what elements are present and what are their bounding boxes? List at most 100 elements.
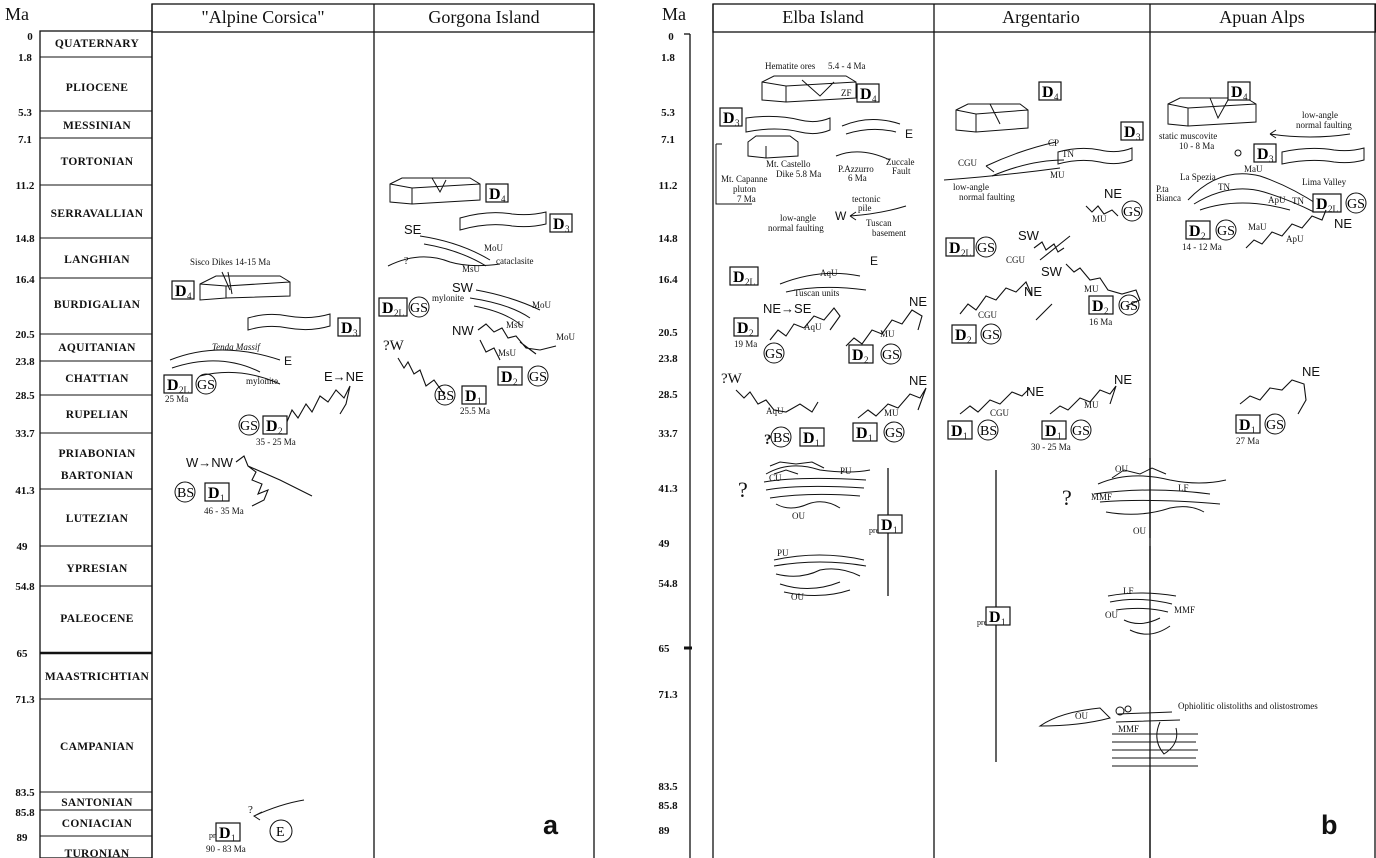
strata-lines: [1107, 592, 1177, 635]
folded-layer: [459, 211, 547, 231]
question-mark: ?: [248, 804, 253, 816]
fault-wiggle: [857, 387, 927, 419]
pred1-box: [215, 822, 241, 842]
fold-lines: [841, 119, 901, 135]
d3-sub: 3: [565, 224, 570, 234]
age-30-25: 30 - 25 Ma: [1031, 442, 1071, 452]
stage-label: PLIOCENE: [66, 82, 128, 94]
direction-w-nw: W→NW: [186, 455, 234, 470]
bs-label: BS: [980, 424, 997, 439]
tectonic-label: tectonic: [852, 194, 881, 204]
tuscan-label: Tuscan: [866, 218, 892, 228]
ou-label: OU: [1133, 526, 1146, 536]
fault-wiggle: [1245, 209, 1327, 249]
d2-sub: 2: [749, 328, 754, 338]
zf-label: ZF: [841, 88, 852, 98]
folded-layer: [1057, 147, 1133, 165]
d3-sub: 3: [1269, 154, 1274, 164]
d1-sub: 1: [963, 431, 968, 441]
d21-box: [1312, 193, 1342, 213]
d21-sub: 2L: [394, 308, 404, 318]
age-14-12: 14 - 12 Ma: [1182, 242, 1222, 252]
msu-label: MsU: [506, 320, 525, 330]
mou-label: MoU: [484, 243, 504, 253]
panel-b: Ma Elba Island Argentario Apuan Alps 0 1…: [658, 3, 1376, 858]
stage-boundaries: [40, 56, 152, 837]
d21-sub: 2L: [745, 277, 755, 287]
direction-ne: NE: [1334, 216, 1352, 231]
age-label: 7.1: [661, 134, 675, 146]
stage-label: LUTEZIAN: [66, 513, 129, 525]
age-label: 7.1: [18, 134, 32, 146]
e-circle: [269, 819, 293, 843]
direction-ne-se: NE→SE: [763, 301, 812, 316]
age-label: 23.8: [15, 356, 35, 368]
ma-header-a: Ma: [5, 4, 29, 24]
d21-label: D: [949, 240, 961, 257]
question-mark: ?: [404, 256, 409, 267]
gs-label: GS: [1266, 418, 1284, 433]
d2-box: [1088, 295, 1114, 315]
age-label: 71.3: [658, 689, 678, 701]
d1-label: D: [803, 430, 815, 447]
gs-circle: [1345, 192, 1367, 214]
d3-sub: 3: [1136, 132, 1141, 142]
d2-label: D: [955, 327, 967, 344]
age-labels-b: 0 1.8 5.3 7.1 11.2 14.8 16.4 20.5 23.8 2…: [658, 31, 678, 837]
direction-w: W: [835, 209, 847, 223]
capanne-bracket: [715, 143, 752, 205]
mau-label: MaU: [1248, 222, 1267, 232]
age-label: 0: [27, 31, 33, 43]
basement-label: basement: [872, 228, 906, 238]
olistolith: [1115, 706, 1125, 716]
d2-box: [951, 324, 977, 344]
d2-sub: 2: [864, 355, 869, 365]
stage-label: BURDIGALIAN: [54, 299, 141, 311]
age-90-83: 90 - 83 Ma: [206, 844, 246, 854]
age-label: 33.7: [658, 428, 678, 440]
gs-label: GS: [1123, 205, 1141, 220]
d4-label: D: [1231, 84, 1243, 101]
arrow: [253, 799, 305, 821]
stage-label: PALEOCENE: [60, 613, 133, 625]
tn-label: TN: [1062, 149, 1074, 159]
d21-label: D: [382, 300, 394, 317]
question-mark: ?: [1062, 485, 1072, 510]
stage-label: CONIACIAN: [62, 818, 133, 830]
age-16: 16 Ma: [1089, 317, 1112, 327]
age-label: 28.5: [15, 390, 35, 402]
fault-wiggle: [845, 309, 923, 347]
tn-label: TN: [1292, 196, 1304, 206]
gs-circle: [1215, 219, 1237, 241]
stage-label: QUATERNARY: [55, 38, 140, 50]
fault-wiggle: [959, 387, 1031, 415]
gs-label: GS: [882, 348, 900, 363]
gs-circle: [408, 296, 430, 318]
d2-sub: 2: [278, 426, 283, 436]
d1-box: [1235, 414, 1261, 434]
d21-sub: 2L: [961, 248, 971, 258]
column-header-apuan: Apuan Alps: [1219, 7, 1305, 27]
d21-box: [729, 266, 759, 286]
arrow: [849, 205, 907, 221]
gs-label: GS: [982, 328, 1000, 343]
mmf-label: MMF: [1091, 492, 1112, 502]
mu-label: MU: [884, 408, 899, 418]
age-25: 25 Ma: [165, 394, 188, 404]
gs-label: GS: [765, 347, 783, 362]
direction-sw: SW: [1041, 264, 1063, 279]
strata-lines: [1093, 467, 1227, 515]
question-mark: ?: [764, 432, 772, 448]
aqu-label: AqU: [820, 268, 838, 278]
shear-lines: [387, 235, 501, 267]
age-label: 11.2: [659, 180, 678, 192]
d4-label: D: [1042, 84, 1054, 101]
stage-labels: QUATERNARY PLIOCENE MESSINIAN TORTONIAN …: [45, 38, 149, 858]
elba-events: Hematite ores 5.4 - 4 Ma ZF D 4 D 3 E Mt…: [715, 61, 927, 602]
d1-sub: 1: [1057, 431, 1062, 441]
d1-box: [204, 482, 230, 502]
lf-label: LF: [1178, 483, 1189, 493]
stage-label: SERRAVALLIAN: [51, 208, 144, 220]
fault-wiggle: [1049, 385, 1117, 415]
gs-circle: [238, 414, 260, 436]
